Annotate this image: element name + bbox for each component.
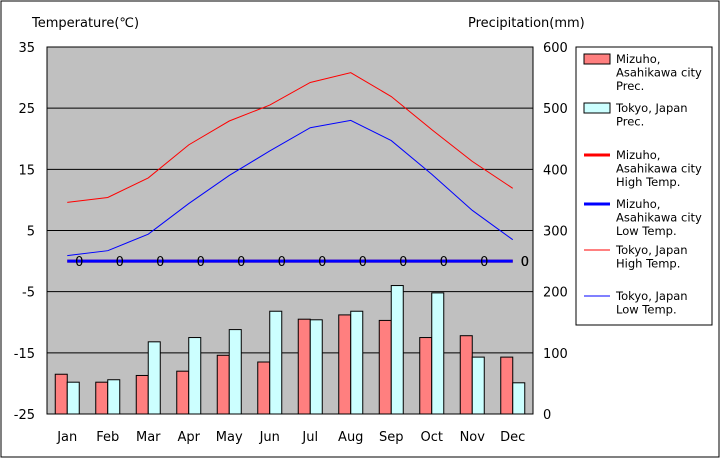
x-tick-label: Oct xyxy=(421,430,443,445)
precip-bar xyxy=(147,341,161,415)
x-tick-label: Nov xyxy=(460,430,486,445)
zero-label: 0 xyxy=(480,255,488,270)
zero-label: 0 xyxy=(440,255,448,270)
legend-label: Low Temp. xyxy=(616,224,677,238)
legend-label: Asahikawa city xyxy=(616,66,702,80)
zero-label: 0 xyxy=(156,255,164,270)
precip-bar xyxy=(54,373,68,415)
x-tick-label: Jul xyxy=(301,430,318,445)
x-tick-label: Jan xyxy=(56,430,77,445)
legend-label: Prec. xyxy=(616,115,644,129)
legend-label: Asahikawa city xyxy=(616,162,702,176)
precip-bar xyxy=(216,354,230,415)
left-tick-label: -15 xyxy=(14,347,35,362)
zero-label: 0 xyxy=(237,255,245,270)
left-tick-label: 25 xyxy=(18,102,35,117)
legend-label: Mizuho, xyxy=(616,148,660,162)
x-tick-label: Aug xyxy=(338,430,363,445)
precip-bar xyxy=(66,381,80,415)
precip-bar xyxy=(107,379,121,415)
zero-label: 0 xyxy=(318,255,326,270)
precip-bar xyxy=(431,292,445,415)
x-tick-label: Feb xyxy=(96,430,119,445)
x-tick-label: Dec xyxy=(500,430,525,445)
precipitation-bars xyxy=(54,285,526,415)
right-tick-label: 100 xyxy=(543,347,568,362)
left-tick-label: -25 xyxy=(14,408,35,423)
legend-label: Tokyo, Japan xyxy=(615,243,688,257)
legend-label: Prec. xyxy=(616,79,644,93)
zero-label: 0 xyxy=(116,255,124,270)
precip-bar xyxy=(378,319,392,415)
legend-label: Mizuho, xyxy=(616,197,660,211)
legend-box xyxy=(575,46,713,326)
right-axis-ticks: 600 500 400 300 200 100 0 xyxy=(543,41,568,423)
precip-bar xyxy=(95,381,109,415)
precip-bar xyxy=(309,319,323,415)
temperature-lines xyxy=(67,72,514,263)
legend-label: High Temp. xyxy=(616,257,680,271)
left-tick-label: -5 xyxy=(22,286,35,301)
left-tick-label: 15 xyxy=(18,163,35,178)
right-tick-label: 600 xyxy=(543,41,568,56)
legend-swatch xyxy=(583,102,611,114)
x-tick-label: May xyxy=(216,430,243,445)
precip-bar xyxy=(419,337,433,415)
x-tick-label: Mar xyxy=(136,430,161,445)
x-axis-ticks: Jan Feb Mar Apr May Jun Jul Aug Sep Oct Nov Dec xyxy=(56,430,525,445)
temp-line xyxy=(67,119,514,257)
right-tick-label: 0 xyxy=(543,408,551,423)
x-tick-label: Apr xyxy=(178,430,201,445)
left-axis-ticks: 35 25 15 5 -5 -15 -25 xyxy=(14,41,35,423)
gridlines xyxy=(47,107,533,354)
precip-bar xyxy=(350,310,364,415)
precip-bar xyxy=(228,329,242,415)
precip-bar xyxy=(338,314,352,415)
precip-bar xyxy=(269,310,283,415)
zero-label: 0 xyxy=(278,255,286,270)
zero-label: 0 xyxy=(521,255,529,270)
zero-label: 0 xyxy=(75,255,83,270)
legend-label: Tokyo, Japan xyxy=(615,289,688,303)
zero-label: 0 xyxy=(399,255,407,270)
precip-bar xyxy=(459,335,473,415)
left-tick-label: 5 xyxy=(27,225,35,240)
zero-label: 0 xyxy=(359,255,367,270)
legend-label: Tokyo, Japan xyxy=(615,101,688,115)
precip-bar xyxy=(512,382,526,415)
legend-swatch xyxy=(583,53,611,65)
precip-bar xyxy=(257,361,271,415)
precip-bar xyxy=(297,318,311,415)
right-tick-label: 300 xyxy=(543,225,568,240)
legend-label: Mizuho, xyxy=(616,52,660,66)
precip-bar xyxy=(390,285,404,415)
temp-line xyxy=(67,72,514,203)
right-axis-title: Precipitation(mm) xyxy=(468,16,585,31)
zero-label: 0 xyxy=(521,255,529,270)
precip-bar xyxy=(176,370,190,415)
left-axis-title: Temperature(℃) xyxy=(31,16,139,31)
legend-label: High Temp. xyxy=(616,175,680,189)
left-tick-label: 35 xyxy=(18,41,35,56)
precip-bar xyxy=(500,356,514,415)
precip-bar xyxy=(188,337,202,415)
right-tick-label: 400 xyxy=(543,163,568,178)
right-tick-label: 500 xyxy=(543,102,568,117)
legend-label: Low Temp. xyxy=(616,303,677,317)
zero-label: 0 xyxy=(197,255,205,270)
legend-label: Asahikawa city xyxy=(616,211,702,225)
zero-labels: 0 0 0 0 0 0 0 0 0 0 0 00 xyxy=(75,255,529,270)
precip-bar xyxy=(135,374,149,415)
right-tick-label: 200 xyxy=(543,286,568,301)
x-tick-label: Jun xyxy=(259,430,280,445)
x-tick-label: Sep xyxy=(379,430,404,445)
precip-bar xyxy=(471,356,485,415)
